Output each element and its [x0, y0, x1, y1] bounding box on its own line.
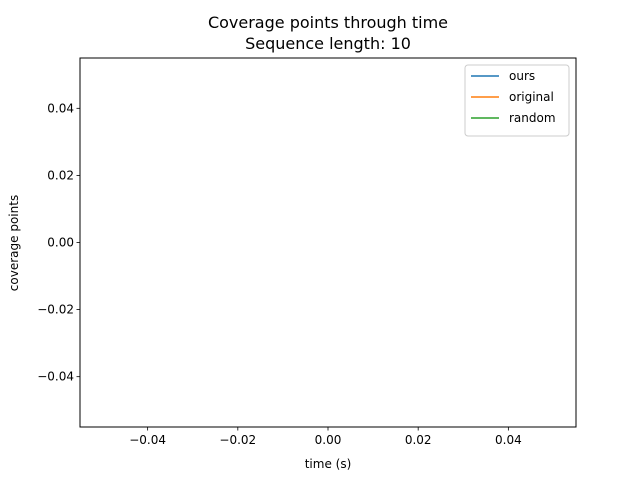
x-tick-label: 0.02 — [405, 433, 432, 447]
y-tick-label: 0.00 — [47, 236, 74, 250]
chart-title: Coverage points through time — [208, 13, 448, 32]
legend-label-random: random — [509, 111, 556, 125]
y-tick-label: −0.02 — [37, 303, 74, 317]
x-tick-label: −0.04 — [129, 433, 166, 447]
x-axis-label: time (s) — [305, 457, 352, 471]
y-tick-label: −0.04 — [37, 370, 74, 384]
chart-subtitle: Sequence length: 10 — [245, 34, 411, 53]
y-tick-label: 0.04 — [47, 101, 74, 115]
x-tick-label: 0.00 — [315, 433, 342, 447]
legend: ours original random — [464, 64, 570, 137]
y-tick-label: 0.02 — [47, 168, 74, 182]
x-tick-label: 0.04 — [495, 433, 522, 447]
x-axis-ticks: −0.04 −0.02 0.00 0.02 0.04 — [129, 427, 522, 447]
x-tick-label: −0.02 — [219, 433, 256, 447]
y-axis-label: coverage points — [7, 195, 21, 291]
legend-label-ours: ours — [509, 69, 535, 83]
legend-label-original: original — [509, 90, 554, 104]
y-axis-ticks: −0.04 −0.02 0.00 0.02 0.04 — [37, 101, 80, 384]
